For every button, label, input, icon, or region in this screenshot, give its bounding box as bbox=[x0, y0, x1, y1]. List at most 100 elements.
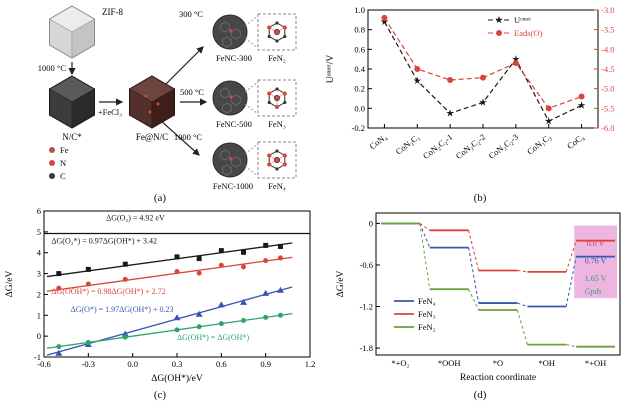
fe-dot bbox=[229, 29, 233, 33]
star-marker bbox=[512, 55, 520, 63]
arrow-300 bbox=[165, 46, 204, 85]
fe-legend-label: Fe bbox=[60, 145, 69, 155]
plot-frame bbox=[375, 212, 621, 356]
zoom-line bbox=[244, 15, 259, 27]
category-label: CoC₄ bbox=[565, 132, 586, 151]
circle-marker bbox=[56, 344, 62, 350]
nc-label: N/C* bbox=[62, 132, 82, 142]
circle-marker bbox=[277, 255, 283, 261]
panel-d-chart: 0 -0.6 -1.2 -1.8 *+O₂ *OOH *O *OH *+OH FeN₄ FeN₃ Fe… bbox=[336, 212, 621, 383]
panel-c: -0.6 -0.3 0.0 0.3 0.6 0.9 1.2 -1 0 1 2 3 4 5 6 ΔG(O₂) =… bbox=[0, 205, 320, 402]
x-axis-label: ΔG(OH*)/eV bbox=[151, 373, 203, 384]
right-tick-label: -5.0 bbox=[601, 84, 614, 94]
fe-atom bbox=[273, 156, 281, 164]
fen4-structure bbox=[267, 149, 287, 171]
zoom-line bbox=[244, 103, 259, 115]
fe-dot bbox=[229, 157, 233, 161]
c-atom bbox=[275, 39, 279, 43]
circle-marker bbox=[241, 264, 246, 270]
square-marker bbox=[122, 261, 128, 267]
circle-marker bbox=[496, 30, 502, 36]
x-tick-label: 0.9 bbox=[260, 359, 271, 369]
y-tick-label: -0.6 bbox=[360, 260, 373, 270]
star-marker bbox=[380, 17, 389, 26]
circle-marker bbox=[447, 77, 454, 84]
right-tick-label: -3.5 bbox=[601, 25, 614, 35]
triangle-marker bbox=[55, 349, 63, 356]
legend-label: FeN₄ bbox=[418, 296, 436, 306]
zif8-label: ZIF-8 bbox=[102, 7, 123, 17]
panel-a: ZIF-8 1000 °C N/C* +FeCl₃ bbox=[0, 0, 320, 205]
step-connector bbox=[468, 247, 480, 304]
n-atom bbox=[267, 91, 272, 96]
fe-atom bbox=[273, 94, 281, 102]
step-connector bbox=[419, 223, 431, 248]
fe-legend-dot bbox=[49, 147, 55, 153]
x-tick-label: -0.6 bbox=[37, 359, 50, 369]
plot-frame bbox=[367, 9, 599, 129]
step-connector bbox=[468, 288, 480, 311]
fenc-500-label: FeNC-500 bbox=[216, 119, 252, 129]
triangle-marker bbox=[262, 289, 270, 296]
n-atom bbox=[267, 153, 272, 158]
right-tick-label: -3.0 bbox=[601, 5, 614, 15]
category-label: CoN₂C₂-1 bbox=[421, 132, 455, 161]
panel-a-diagram: ZIF-8 1000 °C N/C* +FeCl₃ bbox=[38, 5, 297, 191]
y-tick-label: 0 bbox=[37, 331, 41, 341]
c-atom bbox=[267, 34, 271, 39]
square-marker bbox=[277, 243, 283, 249]
square-marker bbox=[218, 248, 224, 254]
y-tick-label: 3 bbox=[37, 269, 41, 279]
panel-c-chart: -0.6 -0.3 0.0 0.3 0.6 0.9 1.2 -1 0 1 2 3 4 5 6 ΔG(O₂) =… bbox=[5, 206, 315, 384]
circle-marker bbox=[414, 66, 421, 72]
fe-dot bbox=[156, 102, 160, 106]
square-marker bbox=[174, 254, 180, 260]
panel-d-caption: (d) bbox=[473, 389, 487, 401]
step-connector bbox=[419, 223, 431, 290]
fit-line bbox=[46, 286, 293, 356]
fen3-structure bbox=[267, 87, 287, 109]
step-label: *+OH bbox=[585, 358, 606, 368]
circle-marker bbox=[218, 321, 224, 327]
panel-b-caption: (b) bbox=[473, 192, 487, 204]
star-marker bbox=[413, 76, 422, 85]
n-legend-dot bbox=[49, 160, 55, 166]
y-tick-label: 0 bbox=[369, 218, 373, 228]
triangle-marker bbox=[121, 330, 129, 337]
square-marker bbox=[85, 266, 91, 272]
right-tick-label: -5.5 bbox=[601, 103, 614, 113]
equation-annotation: ΔG(O₂*) = 0.97ΔG(OH*) + 3.42 bbox=[51, 236, 157, 245]
step-connector bbox=[517, 269, 528, 273]
square-marker bbox=[56, 271, 62, 277]
arrow-1000 bbox=[159, 119, 200, 156]
fit-line bbox=[46, 242, 293, 278]
step-connector bbox=[566, 344, 577, 348]
gpds-highlight bbox=[574, 225, 617, 299]
circle-marker bbox=[122, 276, 128, 282]
triangle-marker bbox=[240, 298, 247, 305]
equation-annotation: ΔG(O*) = 1.97ΔG(OH*) + 0.23 bbox=[71, 305, 174, 314]
series-line bbox=[383, 17, 582, 110]
category-label: CoN₁C₃ bbox=[525, 132, 553, 157]
category-label: CoN₄ bbox=[368, 132, 389, 152]
x-tick-label: -0.3 bbox=[82, 359, 95, 369]
fe-dot bbox=[229, 95, 233, 99]
zoom-line bbox=[244, 37, 259, 49]
left-tick-label: 1.0 bbox=[354, 5, 365, 15]
n-atom bbox=[267, 25, 272, 30]
temp-1000-label: 1000 °C bbox=[174, 132, 203, 142]
step-connector bbox=[517, 302, 528, 307]
step-connector bbox=[565, 256, 577, 307]
left-tick-label: 0.4 bbox=[354, 64, 365, 74]
circle-marker bbox=[241, 318, 246, 323]
left-tick-label: 0.2 bbox=[354, 84, 365, 94]
square-marker bbox=[263, 242, 269, 248]
step-connector bbox=[516, 309, 528, 345]
panel-b: 1.0 0.8 0.6 0.4 0.2 0.0 -0.2 -3.0 -3.5 -4.0 -4.5 -5… bbox=[320, 0, 640, 205]
circle-marker bbox=[381, 14, 388, 21]
fenc-particle bbox=[128, 75, 176, 129]
step-connector bbox=[419, 222, 431, 231]
circle-marker bbox=[174, 327, 180, 333]
atom-legend: Fe N C bbox=[49, 145, 69, 181]
